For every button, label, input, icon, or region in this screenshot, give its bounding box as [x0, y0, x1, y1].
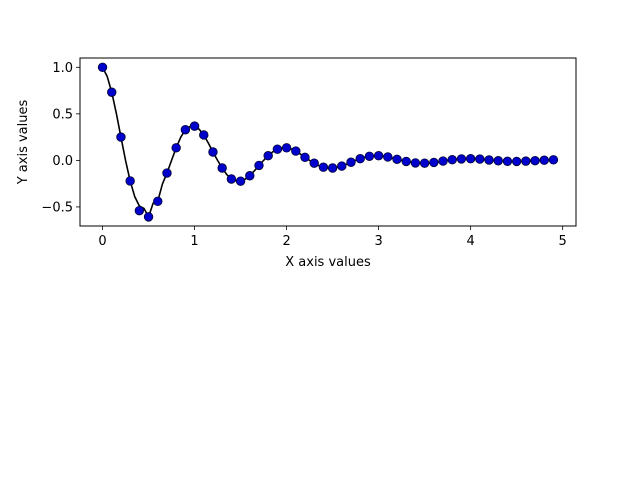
data-point	[162, 168, 172, 178]
x-tick-label: 2	[282, 234, 290, 249]
data-point	[465, 154, 476, 164]
data-point	[309, 158, 319, 168]
data-point	[502, 156, 513, 167]
x-axis: 0 1 2 3 4 5	[98, 226, 567, 249]
data-point	[254, 160, 264, 171]
data-point	[484, 155, 494, 165]
data-point	[373, 151, 384, 161]
data-point	[153, 196, 163, 207]
data-point	[447, 155, 457, 165]
data-point	[171, 143, 181, 153]
data-point	[337, 161, 347, 171]
data-point	[383, 152, 393, 162]
data-point	[493, 156, 503, 166]
data-point	[291, 146, 301, 156]
data-point	[346, 157, 356, 167]
data-point	[511, 156, 522, 167]
x-tick-label: 3	[374, 234, 382, 249]
data-point	[143, 212, 154, 222]
data-point	[134, 205, 145, 216]
data-point	[281, 143, 292, 153]
data-point	[208, 147, 218, 157]
x-tick-label: 0	[98, 234, 106, 249]
data-point	[226, 174, 237, 184]
series-layer	[97, 62, 559, 222]
data-point	[539, 155, 549, 165]
data-point	[364, 151, 375, 161]
data-point	[327, 163, 338, 173]
data-point	[300, 152, 310, 163]
data-point	[217, 163, 227, 173]
data-point	[438, 156, 448, 166]
data-point	[97, 62, 108, 73]
data-point	[116, 132, 126, 142]
data-point	[199, 130, 209, 140]
data-point	[548, 155, 559, 165]
data-point	[235, 176, 246, 186]
x-tick-label: 1	[190, 234, 198, 249]
data-point	[401, 156, 411, 167]
data-point	[189, 121, 200, 131]
data-point	[125, 176, 135, 186]
data-point	[475, 154, 485, 164]
data-point	[392, 154, 402, 164]
y-axis: −0.5 0.0 0.5 1.0	[41, 61, 80, 215]
y-tick-label: 1.0	[52, 61, 73, 76]
data-point	[272, 144, 283, 154]
data-point	[318, 162, 329, 172]
data-point	[263, 151, 273, 161]
data-point	[429, 157, 439, 168]
data-point	[530, 155, 540, 166]
x-tick-label: 4	[466, 234, 474, 249]
x-tick-label: 5	[559, 234, 567, 249]
data-point	[355, 154, 365, 164]
y-tick-label: 0.5	[52, 107, 73, 122]
y-axis-label: Y axis values	[16, 100, 31, 186]
data-point	[180, 125, 191, 135]
y-tick-label: −0.5	[41, 200, 73, 215]
data-point	[521, 156, 531, 166]
data-point	[419, 158, 430, 168]
plot-frame	[79, 57, 577, 227]
data-point	[410, 158, 421, 168]
plot-background	[80, 58, 576, 226]
data-point	[456, 154, 467, 164]
data-point	[107, 87, 117, 97]
y-tick-label: 0.0	[52, 154, 73, 169]
data-point	[245, 171, 255, 181]
x-axis-label: X axis values	[285, 255, 371, 270]
